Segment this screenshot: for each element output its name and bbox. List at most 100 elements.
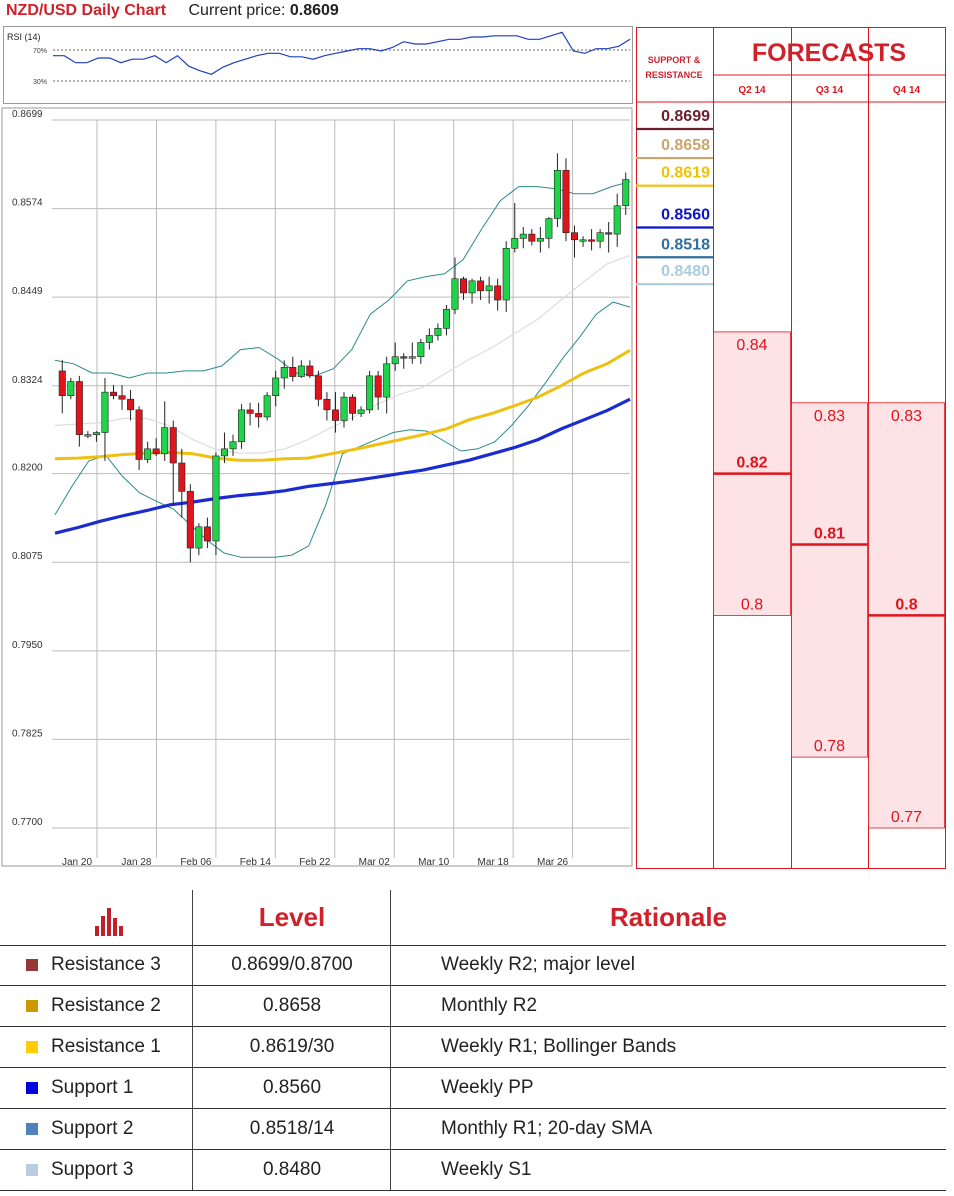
row-name: Support 1 (51, 1077, 134, 1098)
candle (562, 158, 570, 242)
candle (502, 241, 510, 313)
row-level: 0.8699/0.8700 (192, 945, 391, 985)
row-name: Resistance 2 (51, 995, 161, 1016)
sr-level-label: 0.8480 (661, 263, 710, 280)
candle (571, 225, 579, 258)
candle (263, 392, 271, 421)
candle (417, 338, 425, 364)
candle-body (571, 232, 579, 241)
candle-body (75, 381, 83, 435)
candle-body (203, 526, 211, 542)
forecast-box-q2: 0.83 0.81 0.78 (791, 402, 868, 758)
candle-body (383, 363, 391, 398)
candle-body (553, 170, 561, 219)
forecast-mid-label: 0.81 (814, 526, 845, 543)
sr-levels: 0.8699 0.8658 0.8619 0.8560 0.8518 0.8480 (636, 108, 713, 286)
rsi-tick-70: 70% (33, 48, 47, 55)
y-tick-label: 0.8699 (12, 109, 43, 120)
chart-header: NZD/USD Daily Chart Current price: 0.860… (6, 2, 339, 24)
sr-title-2: RESISTANCE (645, 70, 702, 80)
candle-body (109, 391, 117, 396)
row-rationale: Monthly R2 (390, 986, 946, 1026)
candle-body (84, 434, 92, 437)
candle (613, 193, 621, 247)
forecast-range-box (791, 402, 868, 758)
bar-chart-icon (95, 907, 123, 936)
candle-body (494, 285, 502, 301)
x-tick-label: Feb 22 (299, 857, 331, 868)
candle (588, 229, 596, 251)
quarter-labels: Q2 14 Q3 14 Q4 14 (738, 85, 920, 96)
table-header-icon-cell (26, 890, 192, 945)
candle (545, 217, 553, 249)
row-name-cell: Support 3 (26, 1150, 192, 1190)
row-name: Resistance 3 (51, 954, 161, 975)
candle (477, 276, 485, 301)
candle (297, 360, 305, 378)
candle (460, 276, 468, 301)
candle (528, 229, 536, 246)
candle-body (579, 239, 587, 242)
rsi-line (53, 31, 631, 75)
sr-title-1: SUPPORT & (648, 55, 701, 65)
candle (323, 392, 331, 421)
row-name-cell: Resistance 3 (26, 945, 192, 985)
candle (67, 377, 75, 400)
candle (195, 523, 203, 556)
candle (391, 342, 399, 371)
candle (553, 153, 561, 228)
candle (161, 401, 169, 461)
row-color-swatch (26, 1082, 38, 1094)
sr-level-label: 0.8658 (661, 137, 710, 154)
candle-body (349, 396, 357, 414)
candle-body (477, 280, 485, 292)
candle (331, 392, 339, 433)
row-level: 0.8619/30 (192, 1027, 391, 1067)
candle-body (502, 247, 510, 301)
candle (109, 385, 117, 400)
rsi-frame (3, 26, 633, 104)
table-header-rationale: Rationale (390, 890, 946, 945)
candle-body (314, 375, 322, 400)
candle (349, 394, 357, 421)
candle-body (144, 448, 152, 460)
candle (238, 404, 246, 449)
sr-level-label: 0.8518 (661, 236, 710, 253)
row-name: Support 3 (51, 1159, 134, 1180)
candle (485, 276, 493, 304)
y-tick-label: 0.7825 (12, 728, 43, 739)
x-tick-label: Mar 10 (418, 857, 450, 868)
candle (442, 304, 450, 336)
candle (203, 517, 211, 549)
candle (280, 360, 288, 389)
candle-body (519, 233, 527, 239)
table-row: Support 3 0.8480 Weekly S1 (0, 1150, 946, 1191)
sma-grey-line (54, 254, 631, 454)
candle-body (485, 285, 493, 292)
row-level: 0.8518/14 (192, 1109, 391, 1149)
candle (314, 370, 322, 407)
rsi-panel: RSI (14) 70% 30% (3, 26, 633, 104)
candle-body (434, 328, 442, 336)
candle (135, 406, 143, 471)
row-name: Resistance 1 (51, 1036, 161, 1057)
x-tick-label: Mar 02 (359, 857, 391, 868)
y-tick-label: 0.8324 (12, 375, 43, 386)
row-level: 0.8560 (192, 1068, 391, 1108)
candle-body (101, 391, 109, 433)
table-row: Support 1 0.8560 Weekly PP (0, 1068, 946, 1109)
table-row: Support 2 0.8518/14 Monthly R1; 20-day SMA (0, 1109, 946, 1150)
candle (229, 434, 237, 456)
row-name-cell: Support 1 (26, 1068, 192, 1108)
candle (101, 377, 109, 461)
chart-grid (52, 119, 630, 858)
x-tick-label: Mar 26 (537, 857, 569, 868)
y-tick-label: 0.7700 (12, 817, 43, 828)
candle-body (451, 278, 459, 310)
row-level: 0.8658 (192, 986, 391, 1026)
sr-level-label: 0.8560 (661, 207, 710, 224)
rsi-title: RSI (14) (7, 32, 41, 42)
candle-body (229, 441, 237, 450)
candle-body (92, 432, 100, 435)
row-rationale: Weekly S1 (390, 1150, 946, 1190)
